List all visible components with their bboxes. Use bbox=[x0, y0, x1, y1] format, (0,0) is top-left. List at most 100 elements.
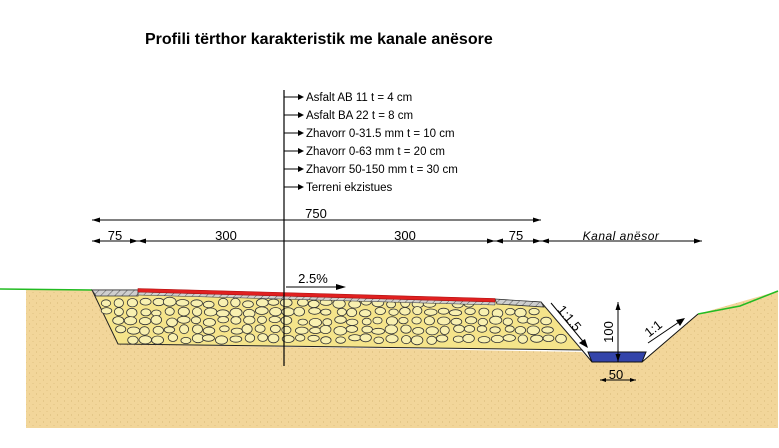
gravel-stone bbox=[464, 307, 476, 315]
gravel-stone bbox=[139, 326, 150, 336]
gravel-stone bbox=[555, 333, 567, 344]
dimension-line-total bbox=[92, 217, 541, 223]
gravel-stone bbox=[388, 308, 399, 316]
gravel-stone bbox=[426, 335, 438, 345]
gravel-stone bbox=[138, 335, 153, 345]
gravel-stone bbox=[126, 307, 138, 318]
layer-label-4: Zhavorr 0-63 mm t = 20 cm bbox=[306, 146, 445, 158]
gravel-stone bbox=[254, 306, 269, 315]
gravel-stone bbox=[219, 325, 230, 333]
gravel-stone bbox=[477, 317, 488, 327]
gravel-stone bbox=[478, 307, 490, 317]
gravel-stone bbox=[345, 325, 359, 333]
dimension-total: 750 bbox=[305, 206, 327, 221]
gravel-stone bbox=[293, 306, 306, 317]
asphalt-shoulder-left bbox=[91, 289, 139, 297]
gravel-stone bbox=[167, 333, 178, 342]
asphalt-shoulder-right bbox=[494, 298, 545, 308]
gravel-stone bbox=[489, 326, 501, 334]
gravel-stone bbox=[140, 308, 152, 317]
embankment-slope-arrow bbox=[550, 302, 588, 348]
gravel-stone bbox=[295, 334, 306, 342]
gravel-stone bbox=[384, 324, 398, 335]
gravel-stone bbox=[202, 318, 216, 327]
gravel-stone bbox=[359, 309, 372, 318]
gravel-stone bbox=[514, 307, 527, 318]
layer-label-2: Asfalt BA 22 t = 8 cm bbox=[306, 110, 413, 122]
gravel-stone bbox=[307, 334, 320, 342]
gravel-stone bbox=[540, 316, 552, 326]
gravel-stone bbox=[448, 309, 463, 317]
gravel-stone bbox=[361, 325, 373, 334]
gravel-stone bbox=[139, 317, 152, 326]
gravel-stone bbox=[322, 318, 333, 327]
gravel-stone bbox=[202, 326, 216, 335]
layer-label-5: Zhavorr 50-150 mm t = 30 cm bbox=[306, 164, 458, 176]
layer-label-6: Terreni ekzistues bbox=[306, 182, 393, 194]
gravel-stone bbox=[229, 335, 243, 343]
gravel-stones bbox=[100, 296, 567, 346]
gravel-stone bbox=[243, 315, 256, 325]
gravel-stone bbox=[333, 326, 348, 336]
gravel-stone bbox=[202, 300, 215, 309]
gravel-stone bbox=[505, 308, 516, 316]
gravel-stone bbox=[373, 336, 384, 344]
dimension-shoulder-right: 75 bbox=[509, 228, 523, 243]
gravel-stone bbox=[359, 333, 372, 343]
gravel-stone bbox=[542, 334, 555, 342]
terrain-line-left bbox=[0, 288, 93, 291]
gravel-stone bbox=[346, 318, 359, 326]
asphalt-wearing-course bbox=[137, 288, 496, 303]
channel-bottom-label: 50 bbox=[609, 367, 623, 382]
gravel-stone bbox=[307, 299, 320, 309]
gravel-stone bbox=[255, 298, 269, 308]
gravel-stone bbox=[348, 334, 362, 342]
gravel-stone bbox=[269, 307, 283, 317]
gravel-stone bbox=[334, 315, 347, 324]
gravel-stone bbox=[453, 324, 465, 333]
gravel-stone bbox=[230, 316, 242, 325]
gravel-stone bbox=[412, 327, 425, 335]
gravel-stone bbox=[385, 316, 398, 326]
gravel-stone bbox=[203, 307, 218, 317]
gravel-stone bbox=[190, 299, 203, 308]
gravel-stone bbox=[279, 298, 293, 308]
slope-label: 2.5% bbox=[298, 271, 328, 286]
gravel-stone bbox=[269, 324, 281, 333]
gravel-stone bbox=[281, 325, 292, 335]
channel-slope-arrow bbox=[647, 318, 685, 344]
gravel-stone bbox=[217, 316, 230, 324]
gravel-stone bbox=[152, 297, 165, 307]
gravel-stone bbox=[126, 298, 138, 308]
gravel-stone bbox=[435, 334, 449, 343]
gravel-stone bbox=[526, 325, 540, 336]
gravel-stone bbox=[241, 324, 253, 334]
gravel-stone bbox=[166, 317, 178, 328]
layer-label-1: Asfalt AB 11 t = 4 cm bbox=[306, 92, 412, 104]
gravel-stone bbox=[297, 318, 309, 326]
channel-depth-dimension bbox=[615, 302, 621, 362]
gravel-stone bbox=[464, 316, 478, 325]
gravel-stone bbox=[112, 316, 125, 325]
gravel-stone bbox=[180, 336, 192, 344]
gravel-stone bbox=[336, 307, 347, 316]
gravel-stone bbox=[230, 297, 241, 308]
gravel-stone bbox=[517, 315, 529, 324]
gravel-stone bbox=[100, 307, 113, 315]
channel-outline bbox=[581, 313, 699, 363]
gravel-stone bbox=[335, 336, 346, 344]
dimension-lane-right: 300 bbox=[394, 228, 416, 243]
gravel-stone bbox=[450, 317, 463, 326]
gravel-stone bbox=[309, 327, 322, 334]
gravel-stone bbox=[257, 333, 269, 342]
gravel-stone bbox=[400, 324, 412, 334]
channel-depth-label: 100 bbox=[601, 321, 616, 343]
gravel-stone bbox=[526, 316, 540, 325]
gravel-stone bbox=[502, 317, 513, 326]
drawing-title: Profili tërthor karakteristik me kanale … bbox=[145, 31, 493, 48]
gravel-stone bbox=[528, 307, 540, 316]
gravel-stone bbox=[150, 315, 163, 325]
gravel-stone bbox=[280, 315, 293, 325]
gravel-stone bbox=[371, 327, 386, 335]
